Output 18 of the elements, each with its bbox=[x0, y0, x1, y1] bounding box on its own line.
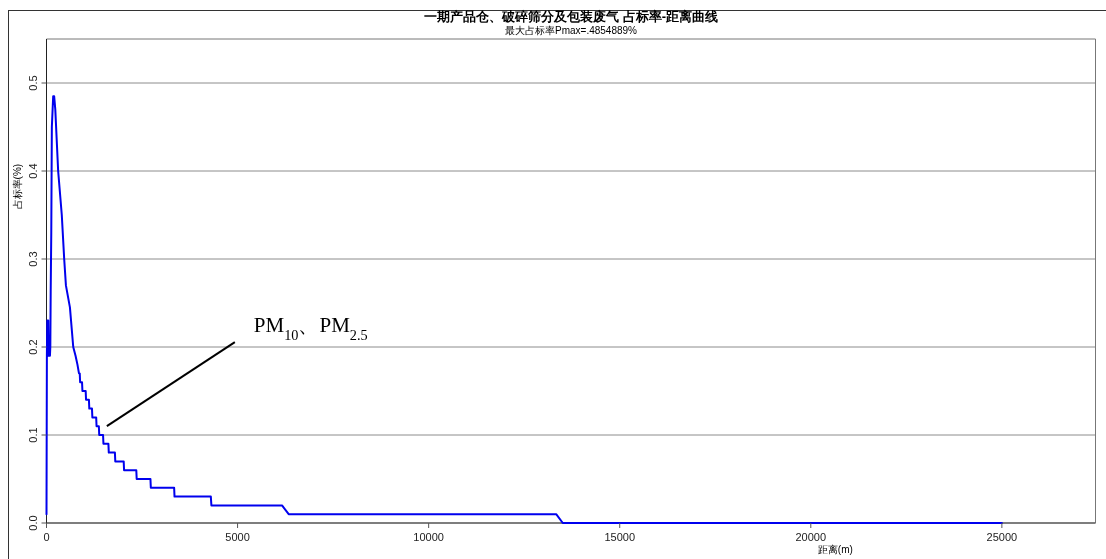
x-tick-label: 20000 bbox=[795, 531, 827, 543]
x-tick-label: 15000 bbox=[604, 531, 636, 543]
y-tick-label: 0.2 bbox=[26, 339, 39, 355]
y-tick-label: 0.4 bbox=[26, 163, 39, 179]
y-tick-label: 0.3 bbox=[26, 251, 39, 267]
x-axis-title: 距离(m) bbox=[817, 544, 853, 555]
y-axis-title: 占标率(%) bbox=[11, 163, 23, 210]
y-tick-label: 0.1 bbox=[26, 427, 39, 443]
chart-title: 一期产品仓、破碎筛分及包装废气 占标率-距离曲线 bbox=[424, 9, 718, 24]
y-tick-label: 0.5 bbox=[26, 75, 39, 91]
y-tick-label: 0.0 bbox=[26, 515, 39, 531]
x-tick-label: 25000 bbox=[986, 531, 1018, 543]
chart-subtitle: 最大占标率Pmax=.4854889% bbox=[504, 25, 638, 36]
line-series bbox=[45, 95, 1003, 524]
x-tick-label: 5000 bbox=[225, 531, 250, 543]
annotation: PM$_{10}$、PM$_{2.5}$ bbox=[253, 313, 368, 344]
x-tick-label: 10000 bbox=[413, 531, 444, 543]
x-tick-label: 0 bbox=[43, 531, 50, 543]
